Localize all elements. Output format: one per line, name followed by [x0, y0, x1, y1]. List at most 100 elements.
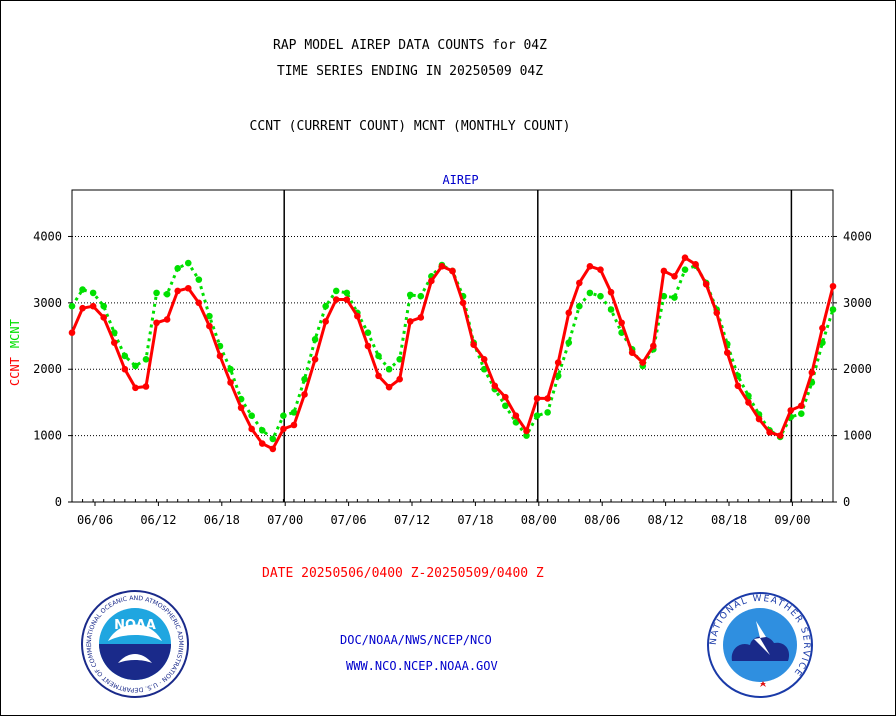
- point-mcnt: [660, 292, 668, 300]
- point-ccnt: [364, 342, 372, 350]
- y-axis-label: CCNT MCNT: [8, 319, 22, 386]
- point-ccnt: [354, 312, 361, 320]
- point-ccnt: [459, 299, 467, 307]
- point-ccnt: [797, 402, 805, 410]
- point-ccnt: [163, 316, 171, 323]
- point-ccnt: [195, 299, 203, 307]
- point-ccnt: [755, 415, 763, 423]
- point-mcnt: [280, 412, 287, 420]
- y-tick-label-right: 3000: [843, 296, 872, 310]
- point-ccnt: [206, 322, 213, 330]
- point-mcnt: [375, 352, 382, 360]
- point-mcnt: [68, 302, 76, 310]
- point-mcnt: [385, 365, 393, 373]
- point-ccnt: [269, 445, 277, 453]
- point-ccnt: [142, 383, 150, 390]
- point-ccnt: [216, 352, 224, 360]
- point-mcnt: [544, 409, 551, 416]
- point-ccnt: [776, 432, 784, 439]
- y-tick-label-left: 0: [55, 495, 62, 509]
- point-ccnt: [110, 339, 118, 346]
- nws-logo: NATIONAL WEATHER SERVICE: [707, 592, 813, 698]
- y-tick-label-right: 0: [843, 495, 850, 509]
- point-mcnt: [576, 302, 583, 310]
- point-ccnt: [502, 393, 509, 401]
- point-mcnt: [681, 266, 689, 273]
- nco-website-link[interactable]: WWW.NCO.NCEP.NOAA.GOV: [346, 659, 498, 673]
- point-ccnt: [660, 267, 668, 275]
- point-ccnt: [385, 383, 393, 391]
- point-mcnt: [100, 302, 108, 310]
- nco-link[interactable]: DOC/NOAA/NWS/NCEP/NCO: [340, 633, 492, 647]
- point-ccnt: [311, 355, 319, 363]
- x-tick-label: 06/18: [204, 513, 240, 527]
- point-mcnt: [248, 412, 255, 420]
- point-ccnt: [406, 318, 414, 325]
- point-ccnt: [480, 355, 488, 363]
- point-mcnt: [121, 352, 129, 360]
- point-ccnt: [787, 407, 795, 414]
- point-mcnt: [153, 289, 160, 297]
- point-ccnt: [227, 379, 234, 386]
- point-ccnt: [332, 296, 340, 303]
- point-mcnt: [322, 302, 329, 310]
- point-ccnt: [258, 440, 266, 447]
- point-ccnt: [734, 382, 742, 390]
- point-ccnt: [290, 421, 298, 429]
- point-mcnt: [364, 329, 372, 337]
- x-tick-label: 08/12: [648, 513, 684, 527]
- x-tick-label: 08/00: [521, 513, 557, 527]
- point-ccnt: [174, 287, 181, 295]
- point-ccnt: [301, 391, 308, 398]
- point-mcnt: [227, 365, 234, 373]
- plot-title-airep: AIREP: [442, 173, 478, 187]
- point-ccnt: [702, 280, 710, 288]
- y-axis-label-mcnt: MCNT: [8, 319, 22, 348]
- point-mcnt: [406, 291, 414, 299]
- point-ccnt: [607, 288, 615, 296]
- point-ccnt: [597, 266, 604, 273]
- point-ccnt: [829, 282, 837, 290]
- point-mcnt: [79, 286, 86, 293]
- point-mcnt: [142, 355, 150, 363]
- point-ccnt: [68, 329, 76, 337]
- date-range-label: DATE 20250506/0400 Z-20250509/0400 Z: [262, 566, 544, 581]
- point-ccnt: [449, 267, 456, 275]
- point-ccnt: [819, 324, 826, 332]
- point-mcnt: [554, 372, 562, 380]
- point-ccnt: [89, 302, 97, 310]
- point-ccnt: [681, 254, 689, 262]
- point-mcnt: [565, 339, 573, 346]
- point-ccnt: [618, 319, 625, 327]
- point-mcnt: [797, 410, 805, 418]
- point-ccnt: [79, 304, 86, 312]
- point-ccnt: [417, 314, 425, 321]
- point-mcnt: [586, 289, 594, 297]
- y-tick-label-right: 2000: [843, 362, 872, 376]
- noaa-wordmark: NOAA: [114, 618, 156, 633]
- point-ccnt: [586, 263, 594, 270]
- point-mcnt: [258, 427, 266, 434]
- point-ccnt: [724, 349, 731, 356]
- y-tick-label-right: 4000: [843, 229, 872, 243]
- point-ccnt: [121, 365, 129, 373]
- x-tick-label: 08/06: [584, 513, 620, 527]
- point-ccnt: [628, 349, 636, 356]
- point-ccnt: [512, 412, 520, 420]
- noaa-logo: NATIONAL OCEANIC AND ATMOSPHERIC ADMINIS…: [80, 589, 189, 698]
- point-mcnt: [417, 292, 425, 300]
- point-ccnt: [132, 384, 139, 392]
- point-mcnt: [195, 276, 203, 283]
- point-ccnt: [396, 375, 403, 383]
- point-ccnt: [100, 314, 108, 321]
- point-mcnt: [343, 289, 351, 297]
- y-tick-label-left: 4000: [33, 229, 62, 243]
- point-mcnt: [332, 287, 340, 295]
- point-ccnt: [428, 277, 435, 285]
- x-tick-label: 06/06: [77, 513, 113, 527]
- point-ccnt: [343, 296, 351, 303]
- y-tick-label-left: 2000: [33, 362, 62, 376]
- x-tick-label: 06/12: [140, 513, 176, 527]
- point-ccnt: [766, 428, 773, 436]
- point-ccnt: [713, 309, 721, 317]
